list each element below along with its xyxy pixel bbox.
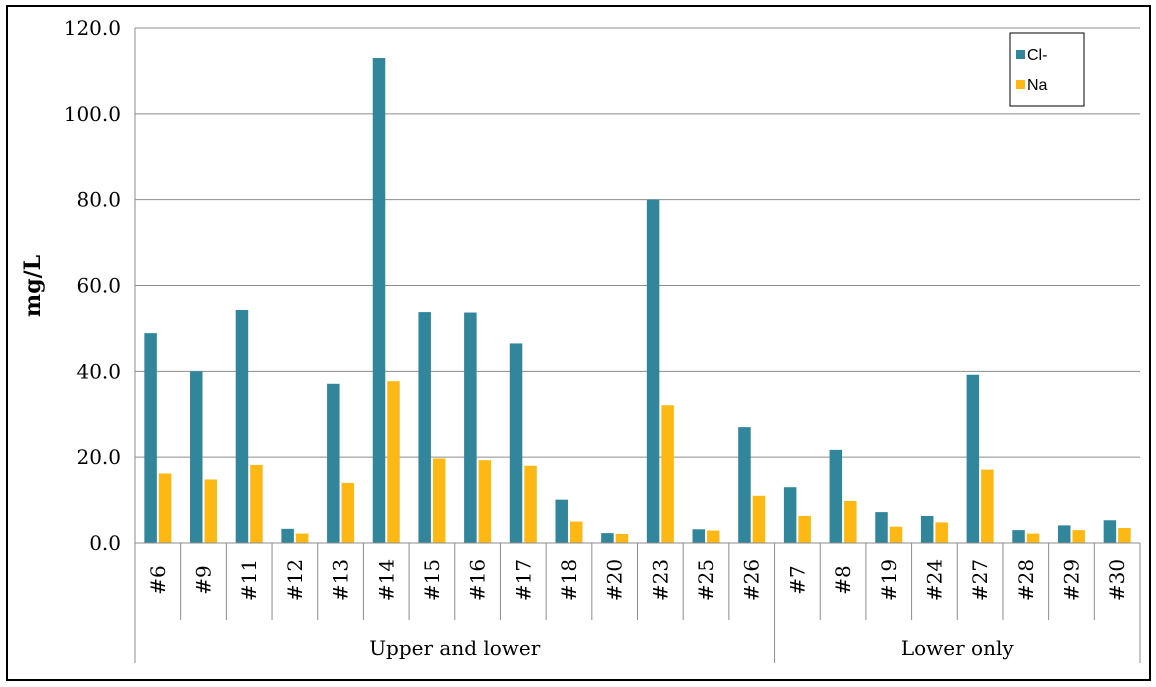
x-tick-label: #14	[374, 559, 398, 601]
x-tick-label: #24	[922, 559, 946, 601]
bar-cl	[418, 312, 431, 543]
bar-cl	[783, 487, 797, 543]
group-label: Lower only	[901, 636, 1015, 660]
y-tick-label: 80.0	[76, 188, 121, 212]
bar-na	[615, 533, 629, 543]
bar-na	[707, 530, 720, 543]
bar-na	[1072, 530, 1085, 543]
bar-na	[341, 482, 355, 543]
x-tick-label: #28	[1014, 559, 1038, 601]
group-label: Upper and lower	[369, 636, 541, 660]
legend-label-cl: Cl-	[1027, 47, 1047, 64]
x-tick-label: #15	[420, 559, 444, 601]
legend-label-na: Na	[1027, 77, 1048, 94]
x-tick-label: #27	[968, 559, 992, 601]
bar-cl	[235, 309, 249, 543]
y-tick-label: 0.0	[89, 531, 121, 555]
bar-na	[387, 381, 400, 543]
bar-na	[295, 533, 309, 543]
bar-cl	[509, 343, 523, 543]
bar-na	[569, 521, 583, 543]
x-tick-label: #29	[1059, 559, 1083, 601]
y-tick-label: 60.0	[76, 274, 121, 298]
x-tick-label: #20	[603, 559, 627, 601]
legend: Cl- Na	[1009, 32, 1085, 107]
x-tick-label: #11	[237, 559, 261, 601]
bar-cl	[738, 427, 751, 543]
x-axis	[134, 542, 1141, 663]
bar-cl	[920, 515, 934, 543]
bar-na	[158, 473, 172, 543]
x-tick-label: #7	[785, 565, 809, 594]
x-tick-label: #9	[192, 565, 216, 594]
bar-na	[798, 515, 811, 543]
bar-na	[524, 465, 537, 543]
bar-cl	[555, 499, 568, 543]
x-tick-label: #30	[1105, 559, 1129, 601]
bar-na	[661, 405, 674, 543]
bar-cl	[966, 374, 980, 543]
x-tick-labels: #6 #9 #11 #12 #13 #14 #15 #16 #17 #18 #20 #23 #25 #26…	[146, 559, 1129, 601]
bar-cl	[464, 312, 477, 543]
chart-frame	[6, 5, 1151, 681]
x-tick-label: #18	[557, 559, 581, 601]
bar-na	[935, 522, 948, 543]
bar-cl	[372, 58, 386, 544]
x-tick-label: #17	[511, 559, 535, 601]
x-tick-label: #16	[466, 559, 490, 601]
legend-swatch-na	[1016, 80, 1025, 89]
bar-na	[250, 464, 263, 543]
gridlines	[134, 27, 1140, 544]
y-tick-label: 100.0	[64, 102, 121, 126]
x-tick-label: #8	[831, 565, 855, 594]
legend-box	[1009, 32, 1085, 107]
bar-na	[204, 479, 218, 543]
y-tick-label: 120.0	[64, 16, 121, 40]
bar-cl	[1057, 525, 1071, 543]
bars	[144, 58, 1131, 544]
bar-cl	[327, 383, 340, 543]
x-tick-label: #25	[694, 559, 718, 601]
bar-cl	[144, 333, 157, 543]
x-tick-label: #23	[648, 559, 672, 601]
bar-na	[981, 469, 994, 543]
bar-cl	[646, 199, 660, 543]
x-tick-label: #6	[146, 565, 170, 594]
y-axis-label: mg/L	[20, 255, 46, 317]
bar-cl	[601, 533, 614, 543]
x-tick-label: #26	[740, 559, 764, 601]
y-tick-label: 20.0	[76, 445, 121, 469]
x-tick-label: #12	[283, 559, 307, 601]
bar-cl	[875, 512, 888, 543]
y-tick-labels: 0.0 20.0 40.0 60.0 80.0 100.0 120.0	[64, 16, 121, 555]
bar-cl	[692, 529, 706, 543]
legend-swatch-cl	[1016, 50, 1025, 59]
bar-na	[1118, 527, 1131, 543]
group-labels: Upper and lower Lower only	[369, 636, 1014, 660]
bar-na	[752, 495, 766, 543]
bar-na	[1026, 533, 1040, 543]
bar-cl	[1103, 520, 1117, 543]
bar-na	[432, 458, 446, 543]
bar-cl	[829, 449, 843, 543]
bar-cl	[281, 528, 294, 543]
y-tick-label: 40.0	[76, 359, 121, 383]
x-tick-label: #13	[329, 559, 353, 601]
bar-na	[478, 460, 492, 543]
bar-cl	[190, 371, 203, 543]
bar-na	[889, 526, 903, 543]
bar-na	[844, 500, 857, 543]
bar-cl	[1012, 530, 1025, 543]
x-tick-label: #19	[877, 559, 901, 601]
